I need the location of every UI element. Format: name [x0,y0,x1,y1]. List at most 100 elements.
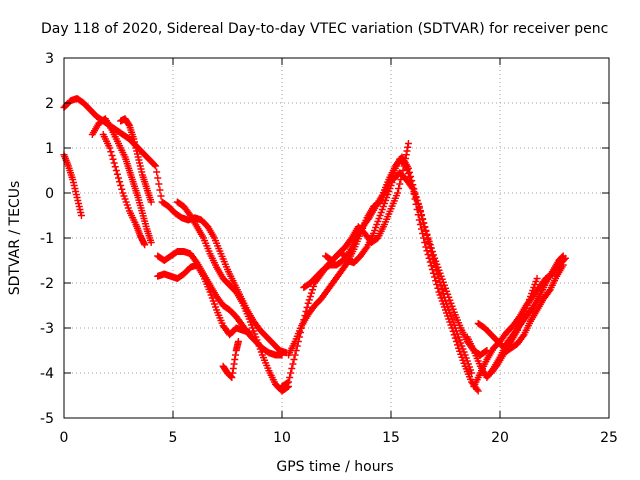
data-point-marker [310,282,318,290]
data-point-marker [287,369,295,377]
data-point-marker [404,164,412,172]
data-point-marker [113,170,121,178]
data-point-marker [425,237,433,245]
y-tick-label: 0 [45,186,54,202]
data-point-marker [290,356,298,363]
data-point-marker [141,241,149,249]
data-point-marker [397,176,405,183]
data-point-marker [140,239,148,247]
data-point-marker [468,369,476,377]
data-point-marker [230,360,238,368]
data-point-marker [427,244,435,252]
data-point-marker [424,234,432,242]
data-point-marker [449,327,457,335]
data-point-marker [415,216,423,224]
data-point-marker [286,374,294,381]
data-point-marker [409,181,417,189]
data-point-marker [415,204,423,212]
data-point-marker [156,186,164,194]
data-point-marker [416,221,424,228]
data-point-marker [434,284,442,292]
y-axis-label: SDTVAR / TECUs [7,181,23,296]
data-point-marker [558,253,566,261]
data-point-marker [427,262,435,270]
data-point-marker [147,198,155,206]
data-point-marker [414,200,422,208]
data-point-marker [559,261,567,269]
data-point-marker [407,173,415,180]
series-track-p [474,275,541,352]
data-point-marker [288,365,296,372]
series-track-e [99,131,149,249]
data-point-marker [147,239,155,246]
series-track-i [219,338,242,381]
data-point-marker [453,341,461,349]
data-point-marker [229,369,237,377]
data-point-marker [410,185,418,193]
y-tick-label: 3 [45,51,54,67]
data-point-marker [430,269,438,277]
chart-title: Day 118 of 2020, Sidereal Day-to-day VTE… [41,21,608,37]
series-track-c [88,115,155,246]
data-point-marker [433,281,441,288]
data-point-marker [231,351,239,359]
data-point-marker [116,178,124,186]
data-point-marker [431,273,439,281]
data-point-marker [451,334,459,342]
data-point-marker [452,338,460,345]
data-point-marker [399,167,407,174]
data-point-marker [394,189,402,197]
data-point-marker [278,351,286,359]
data-point-marker [125,120,133,128]
data-point-marker [408,177,416,185]
data-point-marker [418,212,426,219]
data-point-marker [227,373,235,381]
data-point-marker [283,379,291,387]
data-point-marker [291,351,299,359]
series-track-d [117,115,155,206]
data-point-marker [420,219,428,227]
data-point-marker [342,260,350,268]
x-tick-label: 25 [600,430,618,446]
data-point-marker [344,249,352,257]
x-tick-label: 15 [382,430,400,446]
data-point-marker [401,158,409,166]
data-point-marker [234,338,242,345]
grid-lines [64,58,609,418]
data-point-marker [157,192,165,200]
data-point-marker [421,223,429,231]
y-tick-label: -4 [40,366,54,382]
x-tick-labels: 0 5 10 15 20 25 [60,430,618,446]
data-point-marker [153,168,161,176]
data-point-marker [231,356,239,363]
data-point-marker [107,148,115,156]
series-track-g [154,261,253,339]
data-point-marker [115,174,122,182]
data-point-marker [398,171,406,179]
data-point-marker [304,299,312,307]
data-points [60,95,569,395]
x-tick-label: 0 [60,430,69,446]
data-point-marker [285,378,293,386]
data-point-marker [111,163,119,171]
data-point-marker [305,296,313,304]
data-point-marker [106,144,114,152]
data-point-marker [152,162,160,170]
x-tick-label: 5 [169,430,178,446]
series-track-q [487,261,567,377]
data-point-marker [519,332,527,340]
y-tick-label: -3 [40,321,54,337]
data-point-marker [110,159,118,167]
data-point-marker [402,151,410,159]
data-point-marker [154,174,162,182]
data-point-marker [558,254,566,261]
data-point-marker [306,293,314,300]
data-point-marker [406,168,414,176]
data-point-marker [426,241,434,249]
data-point-marker [533,275,541,282]
data-point-marker [545,287,553,295]
y-tick-label: -1 [40,231,54,247]
data-point-marker [482,347,490,355]
data-point-marker [109,155,117,163]
data-point-marker [404,140,412,147]
